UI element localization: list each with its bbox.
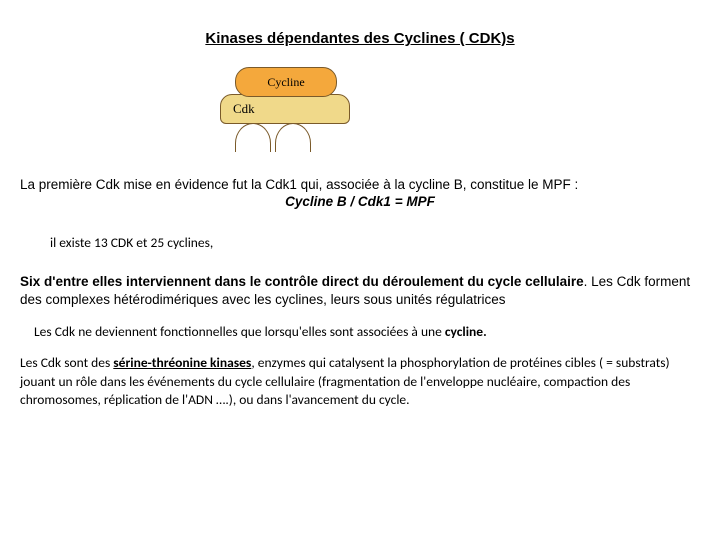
cdk-shape: Cdk bbox=[220, 94, 350, 124]
paragraph-2: Les Cdk ne deviennent fonctionnelles que… bbox=[34, 323, 700, 340]
para2-bold: cycline. bbox=[445, 323, 487, 340]
para2-pre: Les Cdk ne deviennent fonctionnelles que… bbox=[34, 323, 445, 340]
diagram-wrap: Cdk Cycline bbox=[210, 67, 700, 152]
diagram-bump bbox=[235, 123, 271, 152]
page-title: Kinases dépendantes des Cyclines ( CDK)s bbox=[20, 30, 700, 47]
diagram-bump bbox=[275, 123, 311, 152]
cycline-cdk-diagram: Cdk Cycline bbox=[210, 67, 360, 152]
para3-pre: Les Cdk sont des bbox=[20, 354, 113, 371]
cdk-count-line: il existe 13 CDK et 25 cyclines, bbox=[50, 234, 700, 251]
paragraph-1: Six d'entre elles interviennent dans le … bbox=[20, 273, 700, 309]
intro-line: La première Cdk mise en évidence fut la … bbox=[20, 177, 700, 192]
para3-bold: sérine-thréonine kinases bbox=[113, 354, 251, 371]
formula-line: Cycline B / Cdk1 = MPF bbox=[20, 194, 700, 209]
document-container: Kinases dépendantes des Cyclines ( CDK)s… bbox=[0, 0, 720, 409]
cycline-label: Cycline bbox=[267, 75, 304, 90]
cdk-label: Cdk bbox=[233, 101, 255, 117]
para1-bold: Six d'entre elles interviennent dans le … bbox=[20, 274, 584, 289]
paragraph-3: Les Cdk sont des sérine-thréonine kinase… bbox=[20, 354, 700, 409]
cycline-shape: Cycline bbox=[235, 67, 337, 97]
